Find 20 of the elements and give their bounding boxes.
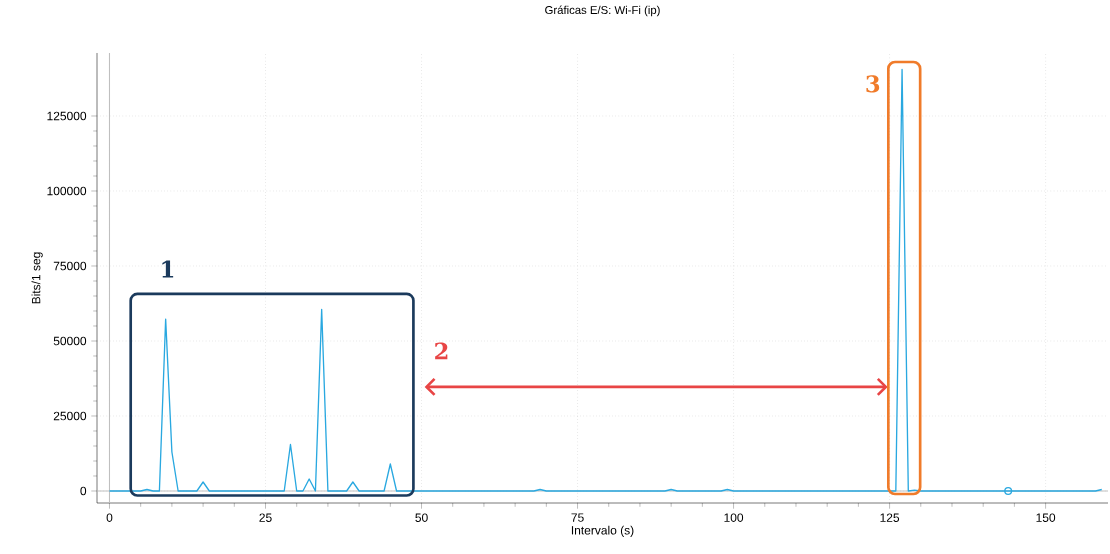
y-tick-label: 25000 xyxy=(53,411,87,421)
x-axis-title: Intervalo (s) xyxy=(571,525,634,537)
annotation: 1 xyxy=(162,260,174,278)
annotation: 2 xyxy=(435,342,448,360)
y-tick-label: 50000 xyxy=(53,336,87,346)
x-tick-label: 125 xyxy=(880,513,900,522)
x-tick-label: 25 xyxy=(259,513,272,522)
x-tick-label: 0 xyxy=(106,513,113,522)
y-tick-label: 125000 xyxy=(47,111,87,121)
y-tick-label: 100000 xyxy=(47,186,87,196)
x-tick-label: 100 xyxy=(724,513,744,522)
x-tick-label: 150 xyxy=(1036,513,1056,522)
line-series xyxy=(108,68,1103,492)
x-tick-label: 50 xyxy=(415,513,428,522)
y-tick-label: 75000 xyxy=(53,261,87,271)
chart-title: Gráficas E/S: Wi-Fi (ip) xyxy=(545,5,660,17)
x-tick-label: 75 xyxy=(571,513,584,522)
y-tick-label: 0 xyxy=(80,486,87,496)
y-axis-title: Bits/1 seg xyxy=(31,252,43,304)
annotation: 3 xyxy=(866,75,880,93)
